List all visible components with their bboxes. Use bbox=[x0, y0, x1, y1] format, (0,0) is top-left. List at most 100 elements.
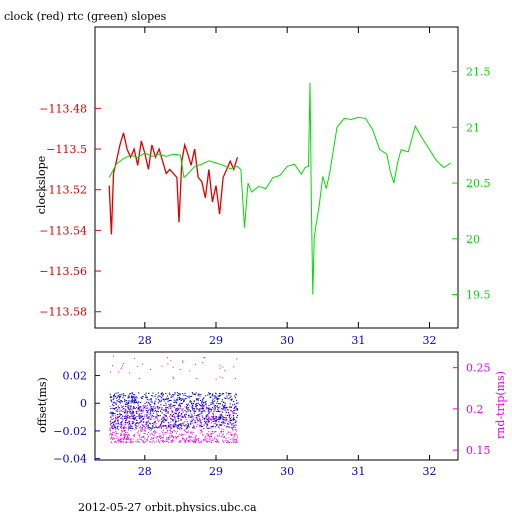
round-trip-point bbox=[119, 440, 120, 442]
round-trip-point bbox=[119, 441, 121, 442]
round-trip-point bbox=[237, 437, 239, 439]
round-trip-point bbox=[155, 423, 157, 425]
round-trip-point bbox=[131, 418, 133, 420]
offset-point bbox=[198, 409, 200, 411]
round-trip-point bbox=[232, 412, 234, 414]
offset-point bbox=[157, 392, 159, 394]
offset-point bbox=[218, 403, 220, 405]
round-trip-point bbox=[213, 438, 215, 440]
offset-point bbox=[192, 393, 194, 395]
offset-point bbox=[173, 405, 175, 406]
offset-point bbox=[192, 416, 194, 418]
offset-point bbox=[177, 394, 179, 396]
offset-point bbox=[181, 413, 183, 414]
offset-point bbox=[141, 427, 144, 429]
round-trip-point bbox=[215, 422, 217, 424]
offset-point bbox=[192, 405, 194, 407]
offset-point bbox=[187, 424, 189, 426]
offset-point bbox=[180, 423, 182, 425]
offset-point bbox=[174, 401, 177, 403]
offset-point bbox=[226, 415, 229, 416]
round-trip-point bbox=[195, 435, 197, 437]
offset-point bbox=[204, 395, 207, 397]
round-trip-point bbox=[167, 438, 169, 440]
offset-point bbox=[131, 426, 133, 428]
round-trip-point bbox=[201, 409, 203, 411]
round-trip-point bbox=[126, 437, 128, 439]
round-trip-point bbox=[183, 439, 185, 441]
offset-point bbox=[134, 417, 136, 418]
round-trip-point bbox=[116, 410, 118, 412]
offset-point bbox=[222, 411, 224, 413]
offset-point bbox=[210, 409, 213, 410]
offset-point bbox=[208, 405, 210, 407]
round-trip-point bbox=[153, 441, 155, 443]
offset-point bbox=[128, 422, 130, 424]
round-trip-point bbox=[227, 421, 229, 423]
round-trip-point bbox=[205, 408, 207, 410]
offset-point bbox=[219, 424, 221, 426]
offset-point bbox=[233, 424, 235, 426]
round-trip-point bbox=[113, 413, 115, 415]
offset-point bbox=[112, 413, 114, 415]
round-trip-point bbox=[145, 441, 147, 443]
offset-point bbox=[132, 394, 134, 395]
round-trip-point bbox=[212, 417, 214, 419]
round-trip-point bbox=[162, 434, 164, 436]
offset-point bbox=[222, 416, 224, 418]
offset-point bbox=[235, 413, 237, 415]
round-trip-point bbox=[204, 439, 206, 441]
offset-point bbox=[210, 410, 212, 412]
offset-point bbox=[151, 415, 153, 417]
round-trip-point bbox=[110, 438, 112, 440]
offset-point bbox=[219, 394, 222, 396]
offset-point bbox=[122, 397, 124, 399]
round-trip-point bbox=[135, 418, 136, 420]
round-trip-point bbox=[182, 433, 184, 435]
round-trip-point bbox=[183, 438, 185, 440]
offset-point bbox=[177, 425, 179, 427]
offset-point bbox=[146, 411, 148, 413]
offset-point bbox=[193, 410, 195, 412]
round-trip-point bbox=[130, 413, 132, 415]
round-trip-point bbox=[199, 441, 201, 443]
offset-point bbox=[193, 426, 195, 428]
round-trip-point bbox=[153, 424, 155, 425]
offset-point bbox=[135, 399, 137, 401]
offset-point bbox=[201, 411, 203, 412]
round-trip-point bbox=[207, 422, 209, 424]
round-trip-point bbox=[226, 440, 228, 441]
round-trip-point bbox=[193, 427, 195, 429]
round-trip-point bbox=[125, 423, 127, 425]
offset-point bbox=[140, 401, 142, 403]
round-trip-point bbox=[119, 410, 121, 412]
offset-point bbox=[116, 426, 118, 428]
round-trip-point bbox=[178, 441, 180, 443]
offset-point bbox=[207, 419, 209, 421]
offset-point bbox=[122, 427, 124, 429]
round-trip-point bbox=[184, 429, 186, 430]
offset-point bbox=[210, 402, 212, 404]
offset-point bbox=[152, 409, 154, 411]
offset-point bbox=[115, 392, 117, 394]
round-trip-point bbox=[171, 441, 172, 443]
offset-point bbox=[133, 396, 135, 398]
offset-point bbox=[191, 416, 193, 418]
offset-point bbox=[152, 412, 154, 414]
round-trip-point bbox=[170, 432, 172, 434]
round-trip-point bbox=[135, 440, 137, 442]
round-trip-point bbox=[139, 429, 141, 431]
round-trip-point bbox=[139, 417, 141, 419]
offset-point bbox=[180, 418, 182, 420]
offset-point bbox=[113, 408, 115, 410]
offset-point bbox=[129, 409, 131, 411]
offset-point bbox=[188, 415, 190, 416]
round-trip-point bbox=[208, 436, 210, 438]
round-trip-point bbox=[195, 440, 196, 442]
round-trip-point bbox=[109, 429, 111, 431]
round-trip-point bbox=[172, 439, 173, 441]
offset-point bbox=[171, 411, 173, 413]
offset-point bbox=[174, 392, 176, 394]
offset-point bbox=[162, 398, 164, 400]
offset-point bbox=[167, 401, 169, 403]
